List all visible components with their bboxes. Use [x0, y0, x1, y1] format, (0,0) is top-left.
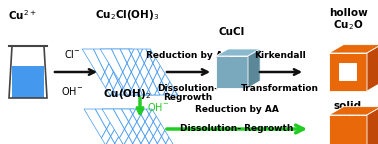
Text: Cu$_2$O: Cu$_2$O [333, 18, 363, 32]
Polygon shape [329, 115, 367, 144]
Text: Cu$^{2+}$: Cu$^{2+}$ [8, 8, 37, 22]
Text: Cu$_2$Cl(OH)$_3$: Cu$_2$Cl(OH)$_3$ [95, 8, 159, 22]
Polygon shape [329, 45, 378, 53]
Text: CuCl: CuCl [219, 27, 245, 37]
Polygon shape [12, 66, 44, 98]
Text: Regrowth: Regrowth [163, 93, 212, 102]
Polygon shape [100, 49, 178, 95]
Text: hollow: hollow [328, 8, 367, 18]
Polygon shape [338, 62, 358, 82]
Text: Dissolution-: Dissolution- [158, 84, 218, 93]
Text: Reduction by AA: Reduction by AA [146, 51, 230, 60]
Text: Kirkendall: Kirkendall [254, 51, 306, 60]
Polygon shape [82, 49, 160, 95]
Polygon shape [216, 56, 248, 88]
Text: Cl$^{-}$: Cl$^{-}$ [64, 48, 80, 60]
Text: Cu(OH)$_2$: Cu(OH)$_2$ [103, 87, 151, 101]
Polygon shape [367, 45, 378, 91]
Polygon shape [248, 49, 260, 88]
Text: Cu$_2$O: Cu$_2$O [333, 111, 363, 125]
Text: solid: solid [334, 101, 362, 111]
Polygon shape [329, 107, 378, 115]
Text: OH$^{-}$: OH$^{-}$ [147, 101, 169, 113]
Polygon shape [102, 109, 176, 144]
Polygon shape [329, 53, 367, 91]
Text: OH$^{-}$: OH$^{-}$ [61, 85, 83, 97]
Polygon shape [84, 109, 158, 144]
Polygon shape [367, 107, 378, 144]
Text: Transformation: Transformation [241, 84, 319, 93]
Text: Dissolution- Regrowth: Dissolution- Regrowth [180, 124, 294, 133]
Polygon shape [216, 49, 260, 56]
Text: Reduction by AA: Reduction by AA [195, 105, 279, 114]
